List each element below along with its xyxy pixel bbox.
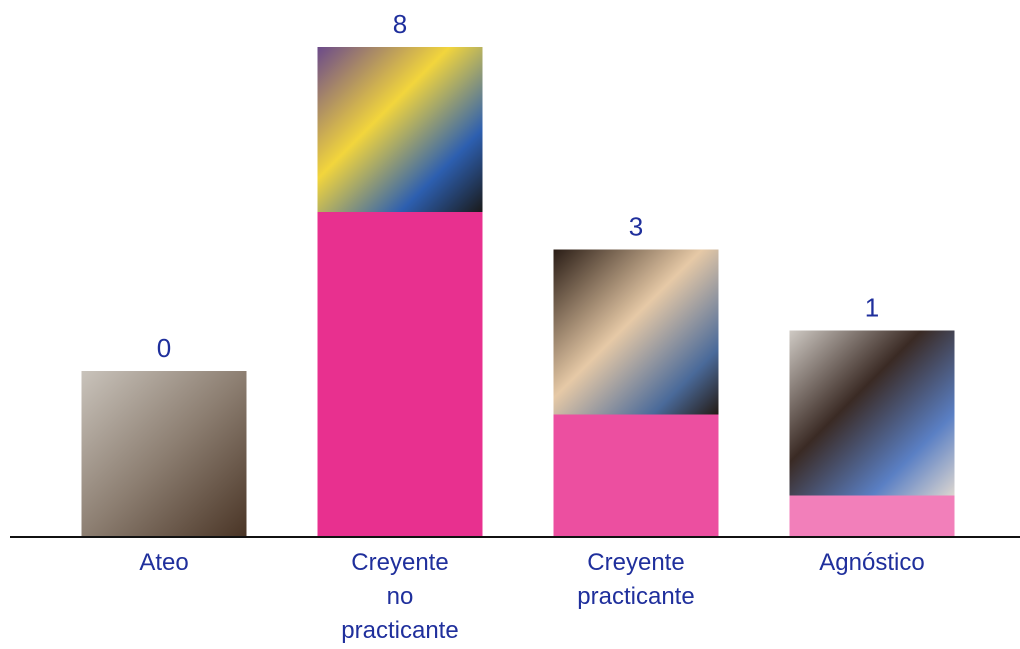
- gif-image: [82, 371, 247, 536]
- bar: [554, 415, 719, 537]
- value-label: 0: [157, 333, 171, 363]
- gif-image: [790, 331, 955, 496]
- bar: [318, 212, 483, 536]
- value-label: 8: [393, 9, 407, 39]
- category-label: Agnóstico: [762, 546, 982, 580]
- category-label: Creyente practicante: [526, 546, 746, 614]
- value-label: 3: [629, 212, 643, 242]
- category-label: Creyente no practicante: [290, 546, 510, 648]
- gif-image: [318, 47, 483, 212]
- category-label: Ateo: [54, 546, 274, 580]
- bar: [790, 496, 955, 537]
- gif-image: [554, 250, 719, 415]
- chart: 0 8 3 1 Ateo Creyente no practicanteCreyente…: [0, 0, 1020, 649]
- value-label: 1: [865, 293, 879, 323]
